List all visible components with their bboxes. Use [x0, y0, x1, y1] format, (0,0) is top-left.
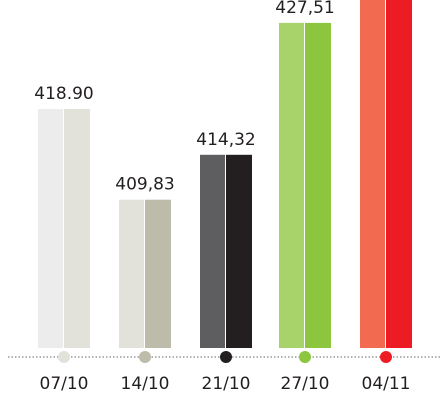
- category-label: 21/10: [202, 374, 251, 394]
- bar-right-27/10: [305, 22, 331, 349]
- bar-right-04/11: [386, 0, 412, 348]
- category-dot: [380, 351, 392, 363]
- value-label: 414,32: [196, 130, 255, 150]
- category-dot: [299, 351, 311, 363]
- bar-left-07/10: [38, 109, 63, 348]
- category-dot: [58, 351, 70, 363]
- category-label: 04/11: [362, 374, 411, 394]
- bar-left-04/11: [360, 0, 385, 348]
- bar-left-27/10: [279, 22, 304, 349]
- category-label: 14/10: [121, 374, 170, 394]
- category-label: 27/10: [281, 374, 330, 394]
- bar-right-21/10: [226, 154, 252, 348]
- bar-left-21/10: [200, 154, 225, 348]
- value-label: 427,51: [275, 0, 334, 18]
- bar-right-07/10: [64, 109, 90, 348]
- category-label: 07/10: [40, 374, 89, 394]
- value-label: 409,83: [115, 175, 174, 195]
- category-dot: [220, 351, 232, 363]
- value-label: 418.90: [34, 84, 93, 104]
- bar-left-14/10: [119, 199, 144, 348]
- category-dot: [139, 351, 151, 363]
- bar-right-14/10: [145, 199, 171, 348]
